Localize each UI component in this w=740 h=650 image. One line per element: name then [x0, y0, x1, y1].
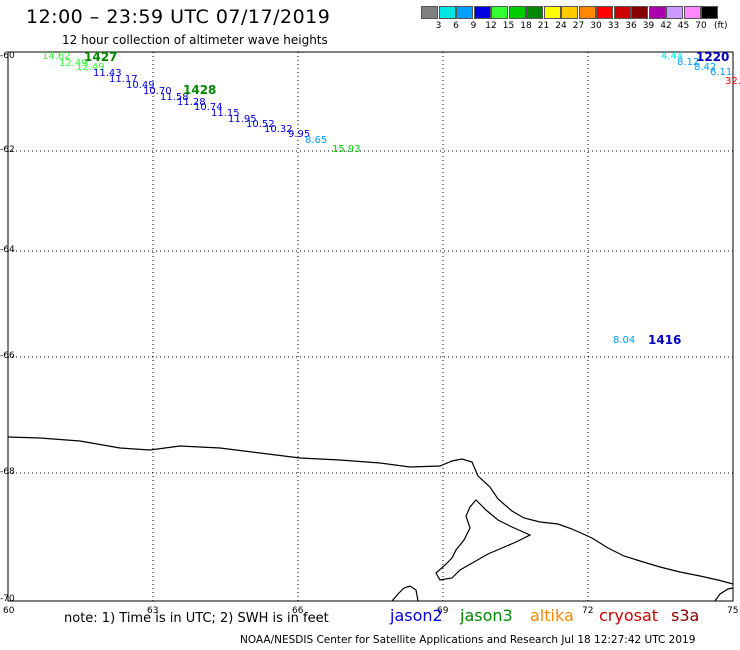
- lon-tick-label: 72: [582, 606, 594, 616]
- scale-tick-label: 39: [642, 21, 655, 31]
- scale-tick-label: 24: [555, 21, 567, 31]
- scale-swatch: [561, 6, 578, 19]
- lon-tick-label: 66: [292, 606, 304, 616]
- scale-tick-label: 70: [695, 21, 707, 31]
- wave-height-label: 32.: [725, 76, 740, 87]
- lat-tick-label: -70: [0, 594, 15, 604]
- scale-unit-label: (ft): [714, 21, 728, 31]
- scale-swatch: [438, 6, 456, 19]
- satellite-legend-cryosat: cryosat: [599, 606, 659, 625]
- scale-tick-label: 45: [677, 21, 690, 31]
- wave-height-label: 8.42: [694, 62, 717, 73]
- wave-height-label: 10.49: [126, 80, 155, 91]
- scale-tick-label: 12: [485, 21, 497, 31]
- lat-tick-label: -60: [0, 51, 15, 61]
- wave-height-label: 8.12: [677, 57, 700, 68]
- wave-height-label: 10.52: [246, 119, 275, 130]
- pass-time-label: 1220: [696, 50, 730, 64]
- map-frame: [7, 51, 734, 602]
- wave-height-label: 11.95: [228, 114, 257, 125]
- scale-swatch: [666, 6, 683, 19]
- scale-swatch: [508, 6, 526, 19]
- lat-tick-label: -62: [0, 145, 15, 155]
- lon-tick-label: 69: [437, 606, 449, 616]
- scale-tick-label: 6: [453, 21, 459, 31]
- credit-line: NOAA/NESDIS Center for Satellite Applica…: [240, 634, 696, 646]
- scale-tick-label: 27: [572, 21, 585, 31]
- scale-swatch: [613, 6, 631, 19]
- grid-lines: [8, 52, 733, 601]
- satellite-legend-s3a: s3a: [671, 606, 700, 625]
- scale-tick-label: 42: [660, 21, 672, 31]
- scale-swatch: [456, 6, 473, 19]
- wave-height-label: 6.11: [710, 67, 733, 78]
- wave-height-label: 14.62: [42, 51, 71, 62]
- scale-tick-label: 36: [625, 21, 637, 31]
- satellite-legend-altika: altika: [530, 606, 574, 625]
- scale-swatch: [596, 6, 613, 19]
- scale-swatch: [683, 6, 701, 19]
- pass-time-label: 1427: [84, 50, 118, 64]
- wave-height-label: 11.58: [160, 92, 189, 103]
- scale-swatch: [526, 6, 543, 19]
- wave-height-label: 10.32: [264, 124, 293, 135]
- scale-swatch: [421, 6, 438, 19]
- scale-tick-label: 3: [435, 21, 442, 31]
- lat-tick-label: -66: [0, 351, 15, 361]
- wave-height-label: 10.70: [143, 86, 172, 97]
- wave-height-label: 8.04: [613, 335, 636, 346]
- pass-time-label: 1416: [648, 333, 682, 347]
- scale-swatch: [491, 6, 508, 19]
- coastline: [7, 436, 734, 602]
- scale-swatch: [578, 6, 596, 19]
- wave-height-label: 4.44: [661, 51, 684, 62]
- scale-tick-label: 9: [470, 21, 477, 31]
- scale-tick-label: 21: [537, 21, 550, 31]
- satellite-legend-jason3: jason3: [460, 606, 513, 625]
- wave-height-label: 9.95: [288, 129, 311, 140]
- map-subtitle: 12 hour collection of altimeter wave hei…: [62, 33, 328, 47]
- scale-swatch: [543, 6, 561, 19]
- wave-height-label: 8.65: [305, 135, 328, 146]
- wave-height-label: 15.93: [332, 144, 361, 155]
- scale-tick-label: 30: [590, 21, 602, 31]
- scale-tick-label: 33: [607, 21, 620, 31]
- units-note: note: 1) Time is in UTC; 2) SWH is in fe…: [64, 611, 329, 626]
- lat-tick-label: -64: [0, 245, 15, 255]
- wave-height-label: 11.28: [177, 97, 206, 108]
- satellite-legend-jason2: jason2: [390, 606, 443, 625]
- scale-swatch: [701, 6, 718, 19]
- wave-height-label: 10.74: [194, 102, 223, 113]
- lon-tick-label: 60: [3, 606, 15, 616]
- scale-tick-label: 18: [520, 21, 532, 31]
- lon-tick-label: 63: [147, 606, 159, 616]
- wave-height-label: 11.17: [109, 74, 138, 85]
- map-title: 12:00 – 23:59 UTC 07/17/2019: [26, 6, 331, 28]
- scale-swatch: [473, 6, 491, 19]
- scale-swatch: [631, 6, 648, 19]
- wave-height-label: 12.49: [59, 58, 88, 69]
- wave-height-label: 11.43: [93, 68, 122, 79]
- scale-tick-label: 15: [502, 21, 515, 31]
- lat-tick-label: -68: [0, 467, 15, 477]
- wave-height-label: 12.49: [76, 62, 105, 73]
- scale-swatch: [648, 6, 666, 19]
- pass-time-label: 1428: [183, 83, 217, 97]
- wave-height-label: 11.15: [211, 108, 240, 119]
- lon-tick-label: 75: [727, 606, 739, 616]
